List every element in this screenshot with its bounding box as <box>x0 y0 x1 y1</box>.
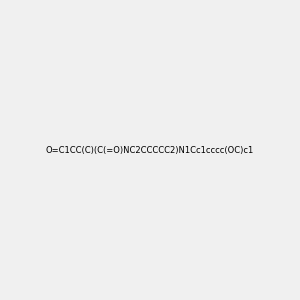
Text: O=C1CC(C)(C(=O)NC2CCCCC2)N1Cc1cccc(OC)c1: O=C1CC(C)(C(=O)NC2CCCCC2)N1Cc1cccc(OC)c1 <box>46 146 254 154</box>
